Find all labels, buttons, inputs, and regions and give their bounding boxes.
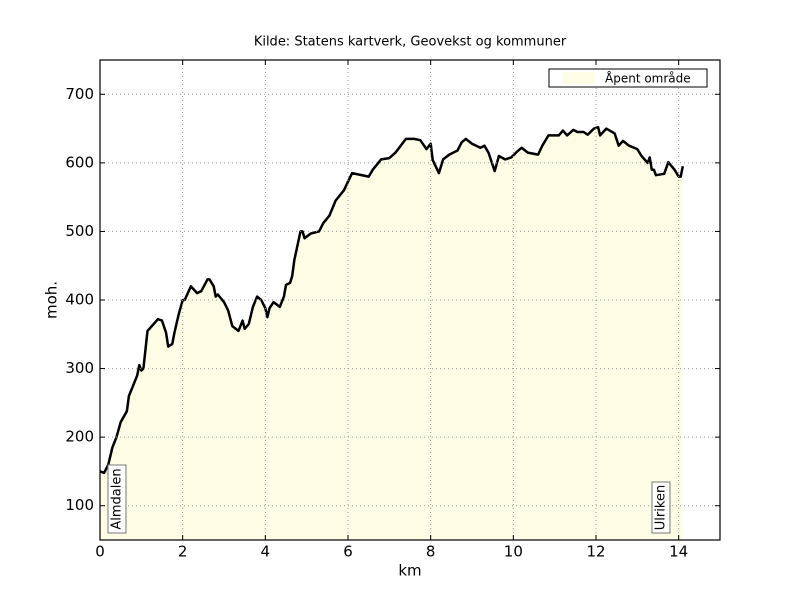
x-tick-label: 14 (669, 543, 688, 561)
annotation-box (107, 464, 127, 534)
plot-frame (99, 59, 721, 541)
x-tick-label: 12 (586, 543, 605, 561)
x-tick-label: 10 (504, 543, 523, 561)
y-tick-label: 700 (65, 85, 94, 103)
x-tick-label: 6 (343, 543, 353, 561)
legend-label: Åpent område (605, 71, 691, 86)
chart-title: Kilde: Statens kartverk, Geovekst og kom… (254, 35, 567, 50)
area-fill (100, 127, 683, 540)
y-tick-label: 600 (65, 153, 94, 171)
annotation: Ulriken (654, 485, 669, 530)
line (99, 125, 685, 475)
x-tick-label: 0 (95, 543, 105, 561)
x-tick-label: 2 (178, 543, 188, 561)
annotation: Almdalen (110, 468, 125, 529)
y-tick-label: 100 (65, 496, 94, 514)
x-tick-label: 8 (426, 543, 436, 561)
y-axis-label: moh. (43, 281, 61, 319)
y-tick-label: 300 (65, 359, 94, 377)
y-tick-label: 500 (65, 222, 94, 240)
x-tick-label: 4 (261, 543, 271, 561)
y-tick-label: 400 (65, 291, 94, 309)
y-tick-label: 200 (65, 428, 94, 446)
annotation-box (651, 481, 671, 534)
x-axis-label: km (398, 562, 421, 580)
legend-swatch (563, 72, 595, 84)
